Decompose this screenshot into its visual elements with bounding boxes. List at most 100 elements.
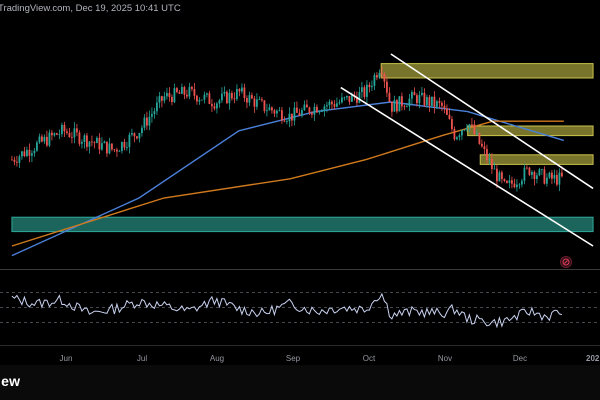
candle (368, 82, 371, 93)
candle (263, 100, 266, 114)
candle (43, 134, 46, 144)
chart-watermark-text: TradingView.com, Dec 19, 2025 10:41 UTC (0, 3, 181, 14)
candle (53, 132, 56, 137)
candle (461, 129, 463, 141)
candle (338, 99, 341, 105)
candle (151, 107, 153, 123)
candle (501, 170, 503, 184)
candle (476, 129, 478, 136)
candle (161, 95, 163, 108)
candle (271, 106, 273, 114)
candle (266, 103, 268, 117)
candle (406, 103, 408, 108)
candle (491, 153, 493, 174)
candle (136, 135, 138, 140)
candle (183, 85, 186, 100)
candle (273, 108, 276, 118)
candle (458, 133, 461, 141)
candle (153, 107, 156, 119)
candle (231, 90, 233, 101)
candle (521, 178, 523, 188)
candle (16, 155, 18, 167)
candle (78, 130, 81, 147)
candle (496, 164, 498, 188)
time-axis-label: Aug (209, 354, 225, 363)
candle (346, 95, 348, 101)
candle (508, 174, 511, 189)
candle (348, 95, 351, 105)
time-axis-label: Jun (59, 354, 73, 363)
brand-logo-text: iew (0, 373, 21, 389)
candle (133, 132, 136, 143)
supply-zone-0 (380, 63, 594, 79)
candle (73, 122, 76, 144)
candle (46, 130, 48, 148)
candle (56, 132, 58, 136)
candle (63, 121, 66, 138)
candle (473, 120, 476, 136)
candle (531, 170, 533, 179)
candle (451, 115, 453, 132)
candle (541, 168, 543, 175)
candle (436, 99, 438, 110)
candle (321, 108, 323, 112)
candle (203, 91, 206, 104)
candle (13, 156, 16, 166)
candle (511, 176, 513, 189)
rsi-line (11, 292, 563, 329)
candle (163, 91, 166, 104)
candle (213, 102, 216, 111)
candle (448, 108, 451, 120)
candle (123, 138, 126, 151)
candle (431, 96, 433, 108)
candle (323, 104, 326, 117)
candle (116, 147, 118, 157)
candle (493, 162, 496, 170)
candle (191, 85, 193, 92)
candle (181, 83, 183, 94)
candle (276, 109, 278, 118)
candle (546, 173, 548, 187)
candle (363, 85, 366, 100)
demand-zone-3 (11, 216, 594, 233)
candle (556, 170, 558, 187)
candle (416, 92, 418, 107)
candle (141, 125, 143, 137)
candle (471, 118, 473, 128)
candle (91, 135, 93, 147)
candle (543, 166, 546, 185)
candle (293, 101, 296, 126)
candle (466, 123, 468, 132)
candle (318, 110, 321, 115)
candle (86, 132, 88, 151)
candle (71, 131, 73, 144)
candle (36, 140, 38, 152)
candle (68, 127, 71, 138)
candle (126, 141, 128, 151)
supply-zone-2 (479, 154, 594, 165)
candle (18, 154, 21, 168)
candle (121, 141, 123, 154)
time-axis-year-label: 202 (586, 354, 600, 363)
candle (333, 100, 336, 110)
candle (23, 146, 26, 158)
footer-bar: iew (0, 365, 600, 400)
candle (433, 91, 436, 114)
candle (38, 133, 41, 144)
candle (176, 86, 178, 94)
candle (186, 89, 188, 99)
candle (366, 80, 368, 103)
candle (286, 119, 288, 125)
candle (486, 144, 488, 164)
candle (171, 94, 173, 106)
candle (256, 93, 258, 110)
candle (391, 101, 393, 117)
candle (516, 179, 518, 192)
candle (88, 140, 91, 154)
candle (51, 129, 53, 141)
candle (246, 95, 248, 109)
candle (308, 106, 311, 115)
candle (548, 171, 551, 179)
alert-icon[interactable] (560, 256, 572, 268)
